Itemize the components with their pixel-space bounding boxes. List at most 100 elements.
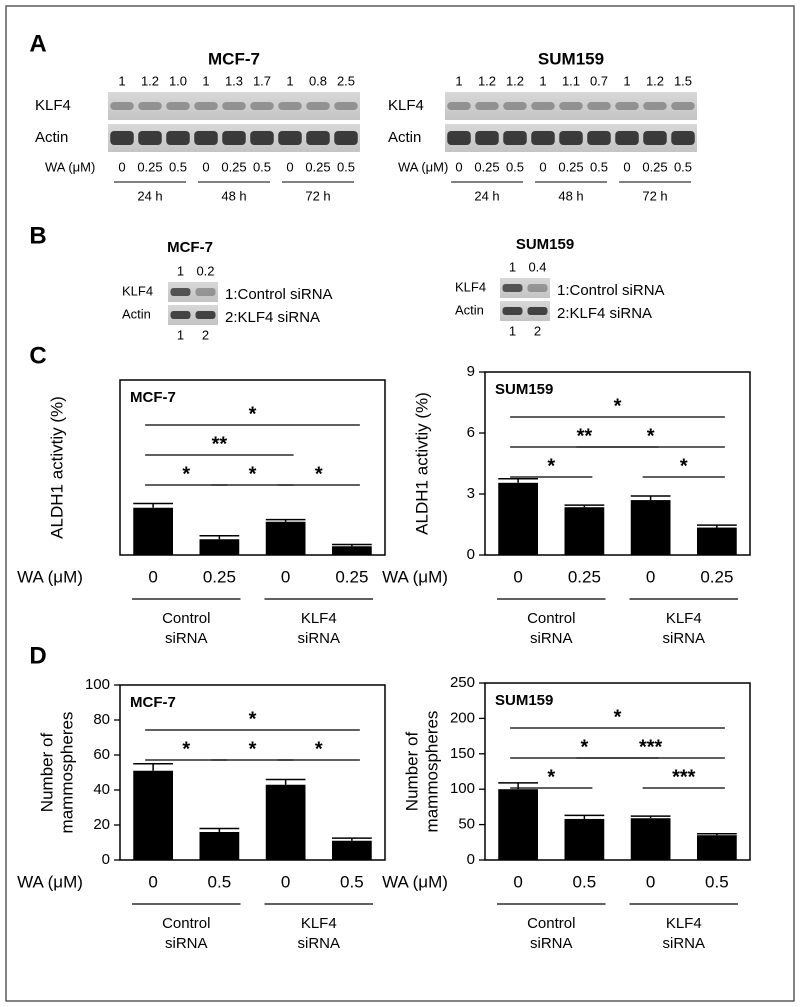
- label: Number of: [402, 732, 421, 812]
- blot-band: [222, 102, 246, 110]
- plot-frame: [119, 379, 386, 556]
- label: *: [249, 403, 257, 425]
- label: siRNA: [530, 630, 573, 647]
- blot-band: [503, 131, 527, 145]
- label: 80: [93, 711, 110, 728]
- label: Number of: [37, 733, 56, 813]
- label: WA (μM): [382, 567, 448, 586]
- label: **: [577, 425, 593, 447]
- label: 200: [450, 709, 475, 726]
- bar: [199, 539, 240, 555]
- label: 24 h: [474, 188, 499, 203]
- label: *: [547, 766, 555, 788]
- label: 0.2: [196, 263, 214, 278]
- label: 0: [148, 872, 157, 891]
- label: 1.3: [225, 73, 243, 88]
- bar: [265, 521, 306, 555]
- blot-band: [306, 131, 330, 145]
- label: 100: [85, 676, 110, 693]
- label: 150: [450, 745, 475, 762]
- label: 0.5: [506, 159, 524, 174]
- figure-frame: [5, 5, 795, 1002]
- label: 1: [286, 73, 293, 88]
- blot-band: [170, 288, 191, 296]
- label: *: [315, 463, 323, 485]
- bar: [332, 546, 372, 555]
- label: C: [29, 342, 46, 369]
- bar: [199, 832, 240, 860]
- label: 0.5: [253, 159, 271, 174]
- label: MCF-7: [167, 239, 213, 256]
- blot-band: [531, 102, 555, 110]
- bar: [564, 507, 605, 555]
- label: *: [614, 395, 622, 417]
- bar: [498, 789, 538, 860]
- label: 0.25: [137, 159, 162, 174]
- label: mammospheres: [422, 711, 441, 833]
- label: 0.5: [674, 159, 692, 174]
- label: 0.25: [474, 159, 499, 174]
- label: 24 h: [137, 188, 162, 203]
- label: 0: [513, 872, 522, 891]
- label: 1.2: [478, 73, 496, 88]
- blot-band: [447, 102, 471, 110]
- label: siRNA: [530, 935, 573, 952]
- blot-band: [138, 131, 162, 145]
- label: KLF4: [666, 610, 702, 627]
- label: Control: [162, 915, 210, 932]
- label: 1.5: [674, 73, 692, 88]
- label: Control: [162, 610, 210, 627]
- label: 1: [455, 73, 462, 88]
- label: 0.25: [700, 567, 733, 586]
- label: 1.2: [141, 73, 159, 88]
- label: 0: [646, 872, 655, 891]
- blot-band: [222, 131, 246, 145]
- label: 0: [202, 159, 209, 174]
- label: 1: [177, 327, 184, 342]
- blot-band: [195, 311, 216, 319]
- label: 0: [539, 159, 546, 174]
- label: KLF4: [122, 283, 153, 298]
- label: 1: [509, 259, 516, 274]
- label: 1.7: [253, 73, 271, 88]
- label: Actin: [122, 306, 151, 321]
- blot-band: [194, 102, 218, 110]
- blot-band: [194, 131, 218, 145]
- label: 1: [623, 73, 630, 88]
- label: 1.1: [562, 73, 580, 88]
- label: siRNA: [662, 630, 705, 647]
- label: ALDH1 activtiy (%): [412, 392, 431, 535]
- label: siRNA: [165, 630, 208, 647]
- label: A: [29, 30, 46, 57]
- label: Actin: [455, 302, 484, 317]
- label: 0: [281, 872, 290, 891]
- label: WA (μM): [17, 872, 83, 891]
- blot-band: [334, 131, 358, 145]
- label: siRNA: [297, 630, 340, 647]
- label: 100: [450, 780, 475, 797]
- label: 0: [102, 851, 110, 868]
- bar: [630, 818, 671, 860]
- label: 0.25: [558, 159, 583, 174]
- blot-band: [502, 307, 523, 315]
- blot-band: [447, 131, 471, 145]
- label: SUM159: [495, 692, 553, 709]
- blot-band: [110, 131, 134, 145]
- label: 1: [509, 323, 516, 338]
- blot-band: [166, 102, 190, 110]
- label: 2: [202, 327, 209, 342]
- label: SUM159: [495, 381, 553, 398]
- label: 0: [455, 159, 462, 174]
- label: *: [680, 455, 688, 477]
- blot-band: [278, 131, 302, 145]
- label: 1.2: [646, 73, 664, 88]
- bar: [498, 482, 538, 555]
- label: MCF-7: [130, 694, 176, 711]
- label: siRNA: [297, 935, 340, 952]
- label: KLF4: [301, 610, 337, 627]
- label: MCF-7: [130, 389, 176, 406]
- blot-band: [559, 131, 583, 145]
- label: MCF-7: [208, 49, 260, 68]
- label: *: [249, 738, 257, 760]
